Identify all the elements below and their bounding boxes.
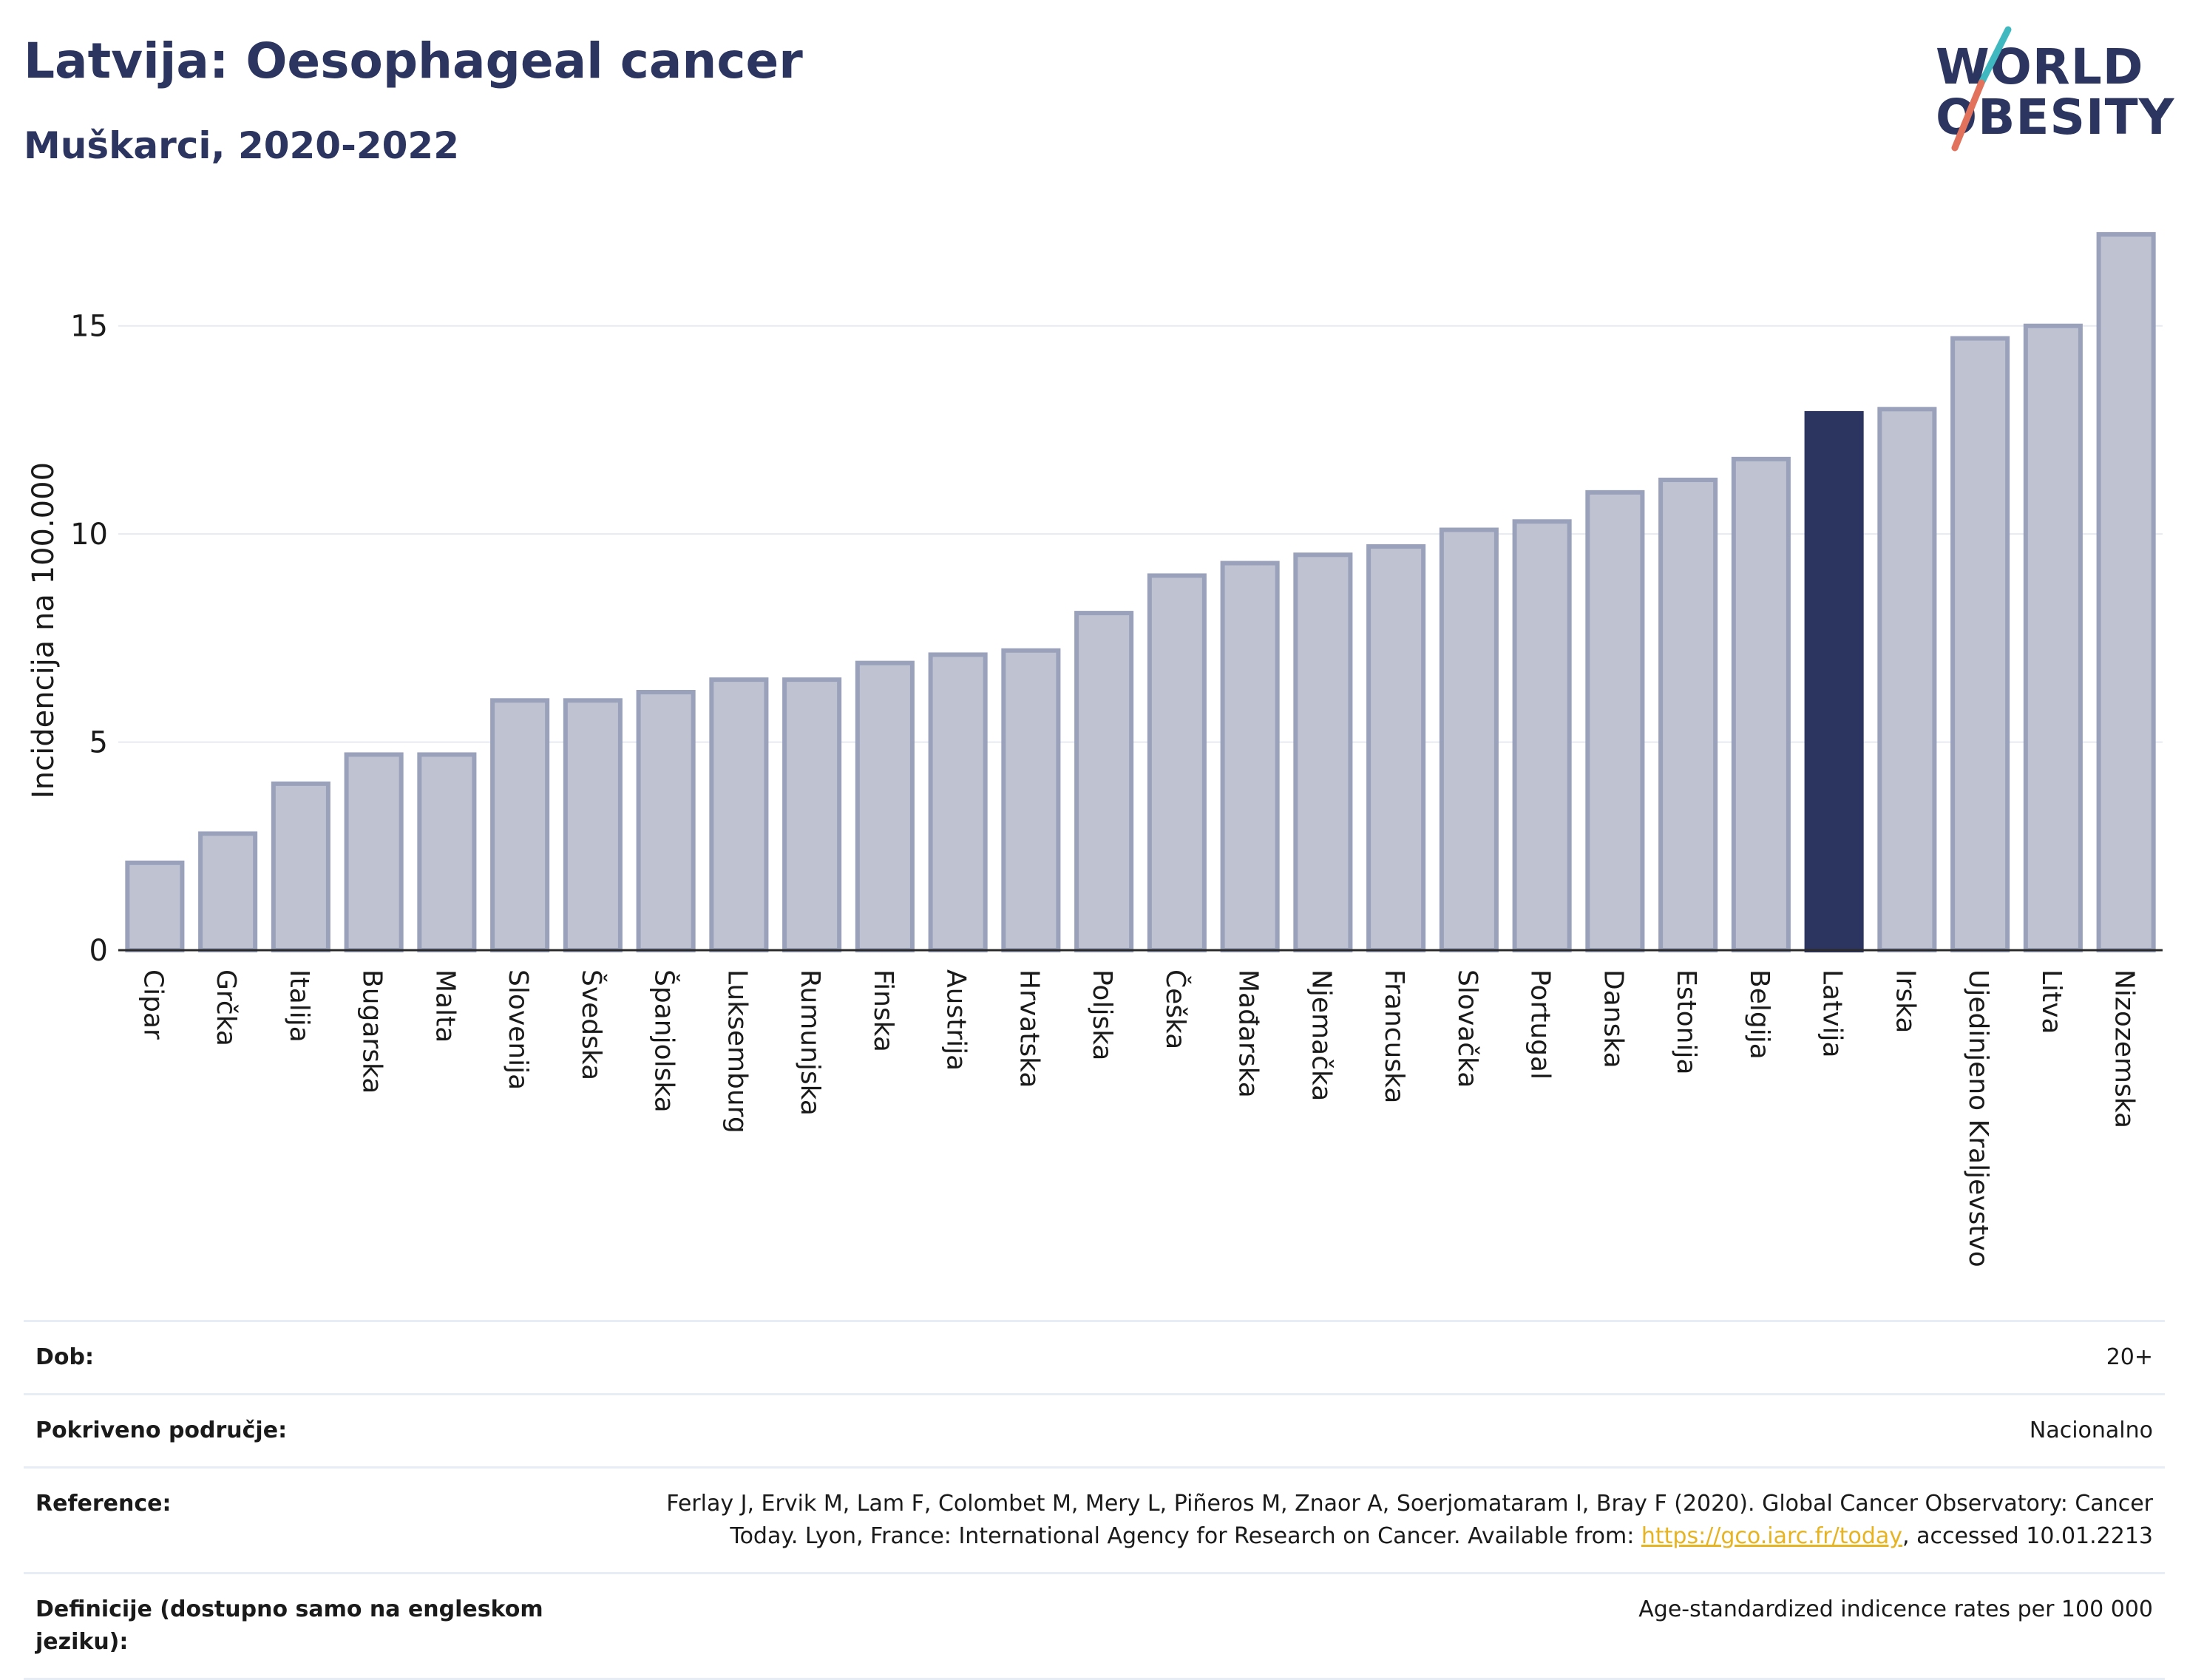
reference-link[interactable]: https://gco.iarc.fr/today <box>1641 1523 1903 1549</box>
x-tick-label: Nizozemska <box>2109 969 2140 1128</box>
bar-češka[interactable] <box>1147 573 1207 953</box>
x-tick-label: Švedska <box>576 969 607 1080</box>
x-tick-label: Italija <box>284 969 314 1043</box>
info-table: Dob: 20+ Pokriveno područje: Nacionalno … <box>24 1320 2165 1680</box>
x-tick-label: Estonija <box>1671 969 1701 1075</box>
x-tick-label: Litva <box>2036 969 2066 1034</box>
coverage-label: Pokriveno područje: <box>35 1418 288 1443</box>
y-tick-label: 10 <box>70 518 108 552</box>
x-tick-label: Portugal <box>1525 969 1556 1080</box>
y-tick-label: 0 <box>89 934 108 968</box>
y-tick-label: 5 <box>89 726 108 760</box>
bar-portugal[interactable] <box>1512 519 1572 952</box>
coverage-value: Nacionalno <box>2029 1418 2153 1443</box>
bar-chart: 0 5 10 15 Cipar Grčka Italija Bugarska Malta Slo… <box>27 231 2163 1267</box>
bar-poljska[interactable] <box>1074 611 1134 952</box>
x-tick-label: Finska <box>868 969 898 1052</box>
x-tick-label: Belgija <box>1744 969 1774 1060</box>
x-tick-label: Hrvatska <box>1014 969 1044 1088</box>
bar-nizozemska[interactable] <box>2096 231 2156 952</box>
x-tick-label: Francuska <box>1379 969 1409 1103</box>
bar-danska[interactable] <box>1585 490 1645 953</box>
x-tick-label: Španjolska <box>649 969 680 1113</box>
bar-grčka[interactable] <box>198 831 258 953</box>
bar-slovenija[interactable] <box>490 698 550 952</box>
bar-španjolska[interactable] <box>636 690 696 952</box>
bar-irska[interactable] <box>1877 407 1937 952</box>
x-tick-label: Luksemburg <box>722 969 752 1134</box>
bar-litva[interactable] <box>2023 323 2083 952</box>
bar-cipar[interactable] <box>125 860 185 952</box>
x-tick-label: Ujedinjeno Kraljevstvo <box>1963 969 1993 1267</box>
x-tick-label: Danska <box>1598 969 1628 1068</box>
x-tick-label: Malta <box>430 969 460 1043</box>
x-tick-label: Grčka <box>211 969 241 1046</box>
reference-accessed: , accessed 10.01.2213 <box>1902 1523 2153 1549</box>
y-axis-ticks: 0 5 10 15 <box>70 310 108 968</box>
bar-finska[interactable] <box>855 660 915 953</box>
x-tick-label: Njemačka <box>1306 969 1336 1101</box>
logo-word-world: WORLD <box>1936 38 2144 95</box>
bar-slovačka[interactable] <box>1439 527 1499 952</box>
bar-rumunjska[interactable] <box>782 677 842 953</box>
bar-njemačka[interactable] <box>1293 552 1353 952</box>
bar-austrija[interactable] <box>928 652 988 952</box>
bar-estonija[interactable] <box>1658 477 1718 952</box>
bar-malta[interactable] <box>417 752 477 952</box>
info-row-coverage: Pokriveno područje: Nacionalno <box>24 1393 2165 1466</box>
bar-francuska[interactable] <box>1366 544 1426 952</box>
info-row-definitions: Definicije (dostupno samo na engleskom j… <box>24 1572 2165 1680</box>
x-tick-label: Slovenija <box>503 969 533 1090</box>
bar-luksemburg[interactable] <box>709 677 769 953</box>
reference-value: Ferlay J, Ervik M, Lam F, Colombet M, Me… <box>600 1488 2153 1553</box>
bar-belgija[interactable] <box>1731 456 1791 953</box>
age-label: Dob: <box>35 1344 94 1370</box>
x-tick-label: Austrija <box>941 969 972 1071</box>
definitions-label: Definicije (dostupno samo na engleskom j… <box>35 1596 543 1655</box>
bar-hrvatska[interactable] <box>1001 648 1061 952</box>
x-tick-label: Poljska <box>1087 969 1117 1061</box>
bar-bugarska[interactable] <box>344 752 404 952</box>
chart-subtitle: Muškarci, 2020-2022 <box>24 124 460 167</box>
x-axis-labels: Cipar Grčka Italija Bugarska Malta Slovenija Š… <box>138 969 2139 1267</box>
bars <box>125 231 2156 953</box>
info-row-reference: Reference: Ferlay J, Ervik M, Lam F, Col… <box>24 1466 2165 1572</box>
age-value: 20+ <box>2106 1344 2153 1370</box>
world-obesity-logo[interactable]: WORLD OBESITY <box>1922 22 2174 155</box>
bar-latvija[interactable] <box>1804 410 1864 952</box>
x-tick-label: Irska <box>1890 969 1920 1033</box>
x-tick-label: Mađarska <box>1233 969 1264 1098</box>
chart-title: Latvija: Oesophageal cancer <box>24 33 803 89</box>
reference-label: Reference: <box>35 1491 172 1517</box>
bar-italija[interactable] <box>271 781 330 952</box>
x-tick-label: Bugarska <box>357 969 387 1094</box>
x-tick-label: Cipar <box>138 969 168 1040</box>
bar-ujedinjeno-kraljevstvo[interactable] <box>1950 336 2010 953</box>
y-tick-label: 15 <box>70 310 108 344</box>
logo-slash-icon <box>1951 26 2012 152</box>
info-row-age: Dob: 20+ <box>24 1320 2165 1393</box>
x-tick-label: Češka <box>1160 969 1191 1049</box>
bar-mađarska[interactable] <box>1220 560 1280 952</box>
y-axis-label: Incidencija na 100.000 <box>27 462 61 799</box>
x-tick-label: Latvija <box>1817 969 1848 1058</box>
definitions-value: Age-standardized indicence rates per 100… <box>1638 1596 2153 1622</box>
reference-text: Ferlay J, Ervik M, Lam F, Colombet M, Me… <box>666 1491 2153 1549</box>
x-tick-label: Rumunjska <box>795 969 825 1116</box>
x-tick-label: Slovačka <box>1452 969 1482 1088</box>
bar-švedska[interactable] <box>563 698 623 952</box>
